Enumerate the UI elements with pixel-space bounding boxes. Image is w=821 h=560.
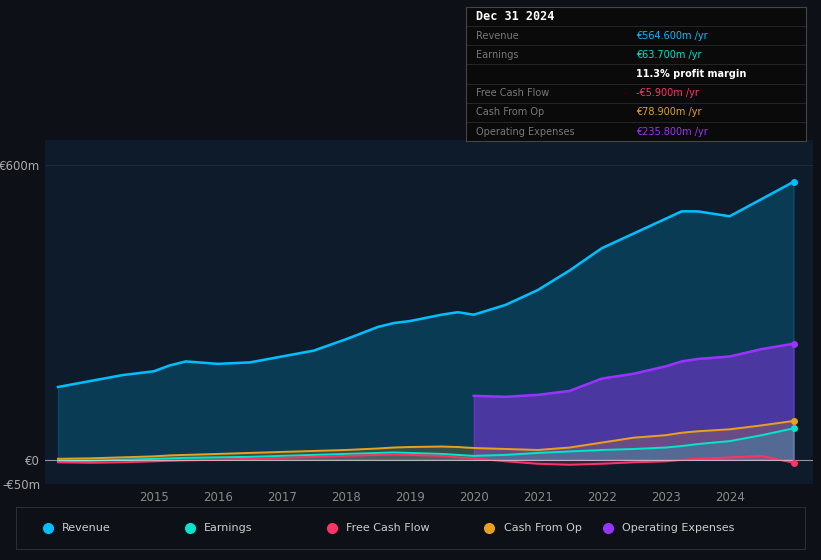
Text: Free Cash Flow: Free Cash Flow xyxy=(475,88,549,98)
Text: Operating Expenses: Operating Expenses xyxy=(475,127,575,137)
Text: €63.700m /yr: €63.700m /yr xyxy=(635,50,701,60)
Text: Dec 31 2024: Dec 31 2024 xyxy=(475,10,554,23)
Text: Revenue: Revenue xyxy=(475,30,519,40)
Text: Operating Expenses: Operating Expenses xyxy=(621,523,734,533)
Text: Cash From Op: Cash From Op xyxy=(475,108,544,118)
Text: -€5.900m /yr: -€5.900m /yr xyxy=(635,88,699,98)
Text: Earnings: Earnings xyxy=(204,523,253,533)
Text: Revenue: Revenue xyxy=(62,523,111,533)
Text: €78.900m /yr: €78.900m /yr xyxy=(635,108,701,118)
Text: €235.800m /yr: €235.800m /yr xyxy=(635,127,708,137)
Text: Cash From Op: Cash From Op xyxy=(503,523,581,533)
Text: 11.3% profit margin: 11.3% profit margin xyxy=(635,69,746,79)
Text: Earnings: Earnings xyxy=(475,50,518,60)
Text: Free Cash Flow: Free Cash Flow xyxy=(346,523,429,533)
Text: €564.600m /yr: €564.600m /yr xyxy=(635,30,708,40)
